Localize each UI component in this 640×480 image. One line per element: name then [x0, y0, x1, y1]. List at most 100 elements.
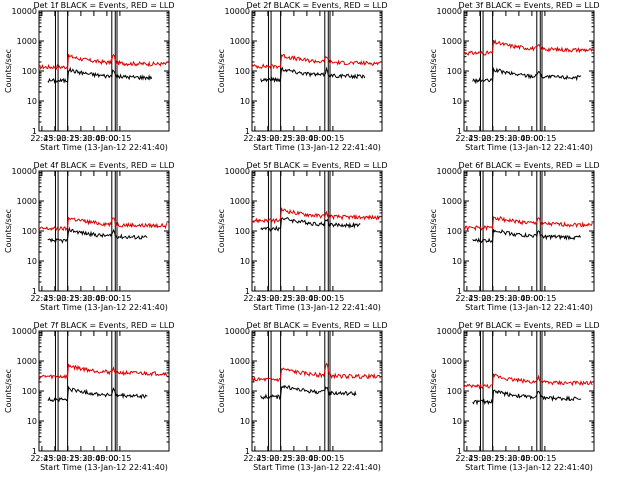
- y-tick-label: 1000: [230, 197, 250, 206]
- x-tick-label: 23:15: [269, 294, 292, 303]
- x-tick-label: 23:45: [82, 294, 105, 303]
- y-tick-label: 1: [457, 127, 462, 136]
- x-tick-label: 23:15: [481, 454, 504, 463]
- x-tick-label: 00:00: [520, 134, 543, 143]
- series-events: [47, 226, 148, 245]
- x-tick-label: 22:45: [30, 294, 53, 303]
- x-tick-label: 00:15: [108, 454, 131, 463]
- panel-det-1: Det 1f BLACK = Events, RED = LLD 1 10 100 10…: [4, 1, 175, 152]
- x-tick-label: 23:30: [69, 454, 92, 463]
- x-tick-label: 23:00: [256, 134, 279, 143]
- y-tick-label: 10: [27, 97, 37, 106]
- x-tick-label: 23:15: [56, 294, 79, 303]
- series-lld: [38, 53, 168, 71]
- y-tick-label: 100: [447, 67, 462, 76]
- panel-title: Det 5f BLACK = Events, RED = LLD: [246, 161, 387, 170]
- x-tick-label: 23:00: [43, 134, 66, 143]
- x-tick-label: 23:00: [43, 294, 66, 303]
- y-tick-label: 10: [27, 417, 37, 426]
- series-events: [47, 66, 153, 84]
- panel-title: Det 2f BLACK = Events, RED = LLD: [246, 1, 387, 10]
- x-tick-label: 23:30: [69, 294, 92, 303]
- y-axis-title: Counts/sec: [4, 369, 13, 413]
- x-tick-label: 00:00: [95, 294, 118, 303]
- x-tick-label: 23:00: [43, 454, 66, 463]
- x-tick-label: 00:15: [108, 134, 131, 143]
- x-axis-title: Start Time (13-Jan-12 22:41:40): [253, 463, 381, 472]
- y-tick-label: 10000: [225, 7, 250, 16]
- y-tick-label: 1: [245, 447, 250, 456]
- y-tick-label: 10000: [225, 167, 250, 176]
- y-tick-label: 100: [22, 227, 37, 236]
- y-axis-title: Counts/sec: [217, 369, 226, 413]
- series-events: [260, 66, 366, 83]
- x-tick-label: 23:00: [468, 454, 491, 463]
- y-tick-label: 10: [452, 417, 462, 426]
- panel-title: Det 4f BLACK = Events, RED = LLD: [33, 161, 174, 170]
- series-lld: [38, 363, 168, 380]
- x-tick-label: 22:45: [243, 454, 266, 463]
- x-tick-label: 22:45: [455, 294, 478, 303]
- y-tick-label: 10000: [12, 327, 37, 336]
- series-lld: [463, 39, 593, 56]
- x-tick-label: 23:45: [82, 454, 105, 463]
- y-tick-label: 10000: [12, 7, 37, 16]
- y-tick-label: 100: [447, 387, 462, 396]
- panel-title: Det 3f BLACK = Events, RED = LLD: [458, 1, 599, 10]
- x-axis-title: Start Time (13-Jan-12 22:41:40): [40, 303, 168, 312]
- series-events: [260, 384, 357, 401]
- x-tick-label: 23:30: [494, 134, 517, 143]
- x-tick-label: 00:15: [108, 294, 131, 303]
- x-tick-label: 22:45: [30, 454, 53, 463]
- series-events: [472, 228, 581, 244]
- x-tick-label: 22:45: [243, 134, 266, 143]
- y-tick-label: 1: [32, 447, 37, 456]
- x-tick-label: 23:45: [507, 454, 530, 463]
- series-events: [472, 389, 582, 406]
- x-axis-title: Start Time (13-Jan-12 22:41:40): [465, 303, 593, 312]
- x-tick-label: 00:15: [533, 454, 556, 463]
- series-lld: [463, 373, 593, 390]
- x-axis-title: Start Time (13-Jan-12 22:41:40): [40, 463, 168, 472]
- x-tick-label: 23:00: [256, 294, 279, 303]
- series-events: [47, 385, 148, 403]
- y-tick-label: 10000: [437, 327, 462, 336]
- x-tick-label: 00:15: [321, 454, 344, 463]
- y-tick-label: 10000: [437, 7, 462, 16]
- y-tick-label: 1000: [230, 37, 250, 46]
- panel-title: Det 6f BLACK = Events, RED = LLD: [458, 161, 599, 170]
- y-tick-label: 100: [22, 67, 37, 76]
- x-tick-label: 23:45: [507, 294, 530, 303]
- x-axis-title: Start Time (13-Jan-12 22:41:40): [40, 143, 168, 152]
- series-lld: [38, 216, 168, 232]
- panel-title: Det 8f BLACK = Events, RED = LLD: [246, 321, 387, 330]
- x-tick-label: 22:45: [455, 134, 478, 143]
- y-tick-label: 10: [452, 257, 462, 266]
- x-tick-label: 00:00: [308, 294, 331, 303]
- panel-det-3: Det 3f BLACK = Events, RED = LLD 1 10 100 10…: [429, 1, 600, 152]
- panel-title: Det 9f BLACK = Events, RED = LLD: [458, 321, 599, 330]
- y-axis-title: Counts/sec: [429, 49, 438, 93]
- x-tick-label: 00:00: [95, 454, 118, 463]
- x-tick-label: 23:15: [269, 134, 292, 143]
- x-tick-label: 00:00: [520, 454, 543, 463]
- panel-det-7: Det 7f BLACK = Events, RED = LLD 1 10 100 10…: [4, 321, 175, 472]
- x-tick-label: 23:00: [468, 294, 491, 303]
- y-axis-title: Counts/sec: [217, 49, 226, 93]
- y-tick-label: 1000: [17, 37, 37, 46]
- y-tick-label: 1: [457, 287, 462, 296]
- x-tick-label: 23:30: [69, 134, 92, 143]
- y-axis-title: Counts/sec: [429, 369, 438, 413]
- y-tick-label: 10000: [437, 167, 462, 176]
- y-tick-label: 1000: [230, 357, 250, 366]
- series-lld: [251, 207, 381, 225]
- x-tick-label: 23:15: [56, 134, 79, 143]
- y-axis-title: Counts/sec: [217, 209, 226, 253]
- x-axis-title: Start Time (13-Jan-12 22:41:40): [253, 143, 381, 152]
- x-tick-label: 23:30: [282, 134, 305, 143]
- x-tick-label: 00:00: [95, 134, 118, 143]
- x-tick-label: 23:30: [282, 294, 305, 303]
- x-axis-title: Start Time (13-Jan-12 22:41:40): [465, 143, 593, 152]
- panel-det-6: Det 6f BLACK = Events, RED = LLD 1 10 100 10…: [429, 161, 600, 312]
